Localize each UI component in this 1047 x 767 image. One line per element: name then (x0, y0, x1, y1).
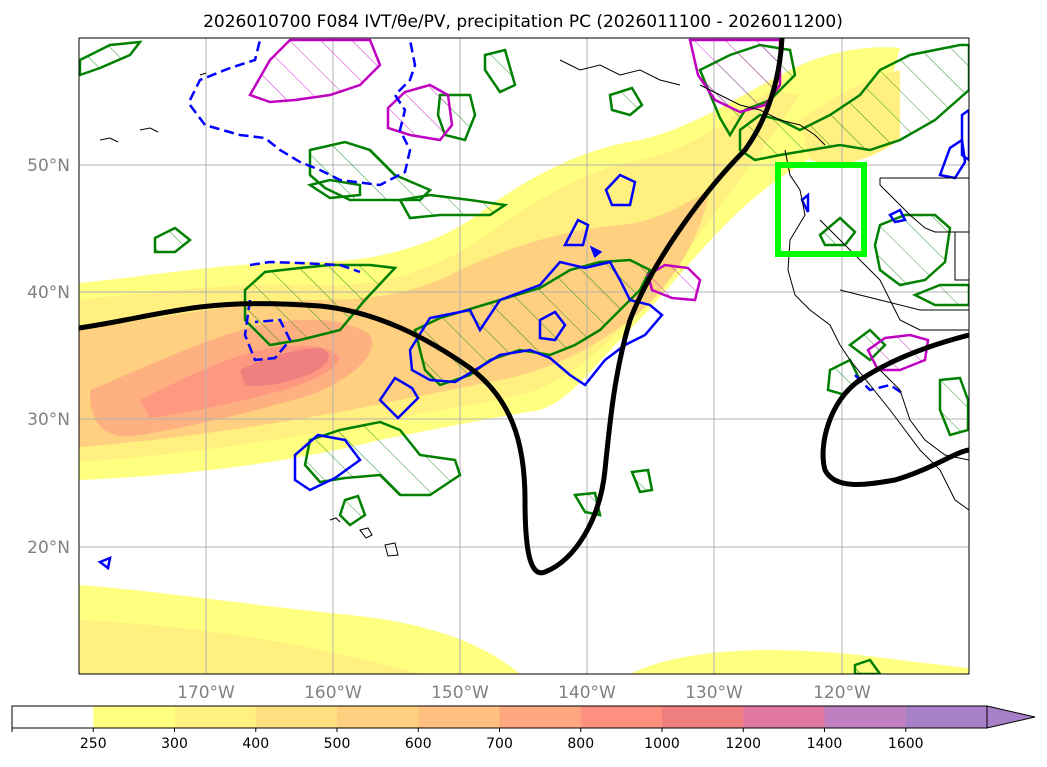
colorbar-segment (743, 706, 825, 728)
map-frame (78, 37, 970, 675)
colorbar-tick-label: 700 (486, 736, 513, 752)
colorbar-segment (499, 706, 582, 728)
colorbar-extend-arrow (986, 705, 1036, 729)
theta-contours (97, 39, 969, 571)
lon-label-130w: 130°W (685, 683, 743, 703)
colorbar-tick-label: 1600 (888, 736, 924, 752)
colorbar-segment (418, 706, 500, 728)
lon-label-120w: 120°W (813, 683, 871, 703)
longitude-axis: 170°W 160°W 150°W 140°W 130°W 120°W (177, 683, 871, 703)
ivt-shading (79, 47, 969, 674)
colorbar-tick-label: 800 (567, 736, 594, 752)
lon-label-140w: 140°W (558, 683, 616, 703)
colorbar-segment (93, 706, 175, 728)
lat-label-30n: 30°N (27, 410, 70, 430)
focus-region-box (775, 162, 867, 257)
colorbar-tick-label: 600 (405, 736, 432, 752)
lon-label-160w: 160°W (304, 683, 362, 703)
lat-label-20n: 20°N (27, 538, 70, 558)
colorbar-tick-label: 250 (80, 736, 107, 752)
figure-title: 2026010700 F084 IVT/θe/PV, precipitation… (203, 12, 843, 32)
grid-lines (79, 38, 969, 674)
colorbar-tick-label: 1400 (807, 736, 843, 752)
jet-contours (79, 38, 969, 576)
colorbar-tick-label: 1200 (725, 736, 761, 752)
lon-label-150w: 150°W (431, 683, 489, 703)
colorbar-segment (337, 706, 419, 728)
latitude-axis: 50°N 40°N 30°N 20°N (27, 156, 70, 558)
colorbar-segment (905, 706, 988, 728)
colorbar-tick-label: 500 (324, 736, 351, 752)
colorbar-segment (174, 706, 257, 728)
colorbar-segments (12, 706, 988, 728)
colorbar: 250 300 400 500 600 700 800 1000 1200 1400 1600 (11, 705, 1036, 752)
lon-label-170w: 170°W (177, 683, 235, 703)
colorbar-tick-label: 300 (161, 736, 188, 752)
colorbar-segment (580, 706, 663, 728)
colorbar-segment (255, 706, 338, 728)
coastlines (99, 59, 969, 557)
colorbar-segment (12, 706, 94, 728)
lat-label-40n: 40°N (27, 283, 70, 303)
map-layers (79, 38, 969, 674)
colorbar-tick-label: 1000 (644, 736, 680, 752)
lat-label-50n: 50°N (27, 156, 70, 176)
colorbar-ticks: 250 300 400 500 600 700 800 1000 1200 1400 1600 (11, 728, 924, 752)
pv-contours (248, 38, 930, 372)
colorbar-segment (662, 706, 744, 728)
colorbar-segment (824, 706, 907, 728)
colorbar-tick-label: 400 (242, 736, 269, 752)
